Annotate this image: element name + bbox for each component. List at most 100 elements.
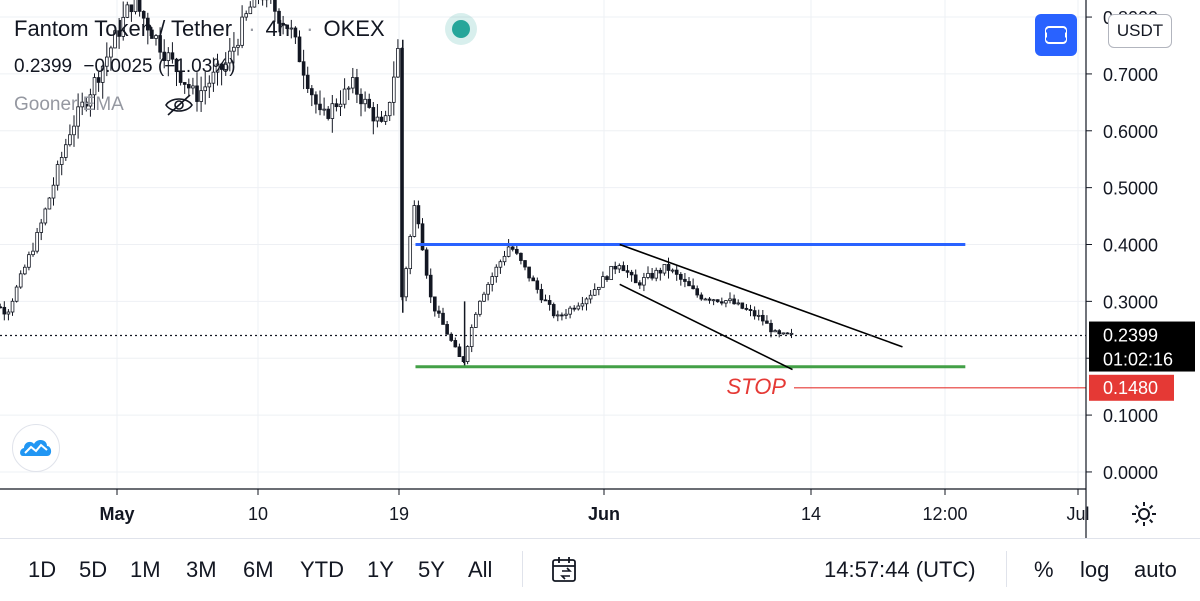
candle-body (457, 346, 462, 358)
candle-body (297, 36, 302, 63)
range-all[interactable]: All (468, 557, 493, 582)
range-5d[interactable]: 5D (79, 557, 108, 582)
candle-body (527, 266, 531, 279)
candle-body (252, 0, 257, 8)
price-legend: 0.2399 −0.0025 (−1.03%) (14, 56, 236, 78)
auto-toggle[interactable]: auto (1134, 557, 1177, 582)
candle-body (244, 13, 249, 18)
range-1y[interactable]: 1Y (367, 557, 394, 582)
candle-body (14, 286, 19, 302)
candle-body (687, 281, 691, 287)
symbol-title[interactable]: Fantom Token / Tether · 4h · OKEX (14, 16, 385, 42)
candle-body (318, 103, 322, 111)
candle-body (154, 35, 158, 39)
candle-body (691, 285, 695, 290)
candle-body (736, 302, 741, 305)
candle-body (658, 269, 663, 274)
candle-body (137, 0, 142, 12)
candle-body (150, 29, 154, 39)
candle-body (469, 327, 474, 347)
toolbar-divider (1006, 551, 1007, 587)
candle-body (613, 265, 618, 270)
candle-body (187, 84, 191, 89)
candle-body (482, 293, 486, 302)
candle-body (18, 273, 23, 288)
candle-body (724, 300, 728, 304)
candle-body (478, 300, 482, 315)
candle-body (76, 106, 80, 127)
price-tick-label: 0.5000 (1103, 179, 1158, 199)
price-chart[interactable]: STOP 0.00000.10000.20000.30000.40000.500… (0, 0, 1200, 538)
log-toggle[interactable]: log (1080, 557, 1110, 582)
stop-price-label: 0.1480 (1103, 378, 1158, 398)
range-1m[interactable]: 1M (130, 557, 161, 582)
candle-body (453, 340, 458, 348)
candle-body (777, 330, 782, 335)
candle-body (129, 4, 134, 13)
candle-body (281, 22, 285, 26)
candle-body (510, 246, 515, 250)
indicator-legend[interactable]: Gooner EMA (14, 94, 124, 116)
utc-clock[interactable]: 14:57:44 (UTC) (824, 557, 976, 582)
candle-body (756, 314, 761, 317)
candle-body (498, 261, 503, 268)
candle-body (515, 248, 519, 254)
candle-body (109, 47, 113, 58)
range-6m[interactable]: 6M (243, 557, 274, 582)
candle-body (31, 250, 35, 256)
candle-body (84, 101, 89, 107)
percent-toggle[interactable]: % (1034, 557, 1054, 582)
time-tick-label: Jul (1066, 504, 1089, 524)
candle-body (105, 56, 109, 67)
stop-price-tag (1089, 374, 1174, 401)
candle-body (240, 16, 244, 46)
range-1d[interactable]: 1D (28, 557, 57, 582)
candle-body (572, 307, 577, 310)
candle-body (523, 260, 527, 268)
candle-body (609, 265, 613, 281)
candle-body (10, 300, 15, 313)
time-tick-label: Jun (588, 504, 620, 524)
interval-label[interactable]: 4h (265, 16, 291, 41)
candle-body (379, 116, 384, 122)
range-3m[interactable]: 3M (186, 557, 217, 582)
eye-slash-icon[interactable] (164, 93, 194, 117)
candle-body (39, 222, 44, 233)
drawings: STOP (0, 243, 1086, 399)
calendar-range-icon[interactable] (550, 555, 580, 585)
candle-body (228, 50, 232, 64)
candle-body (174, 58, 179, 73)
candle-body (773, 330, 777, 333)
candle-body (465, 346, 470, 363)
wedge-lower-line (619, 283, 793, 371)
candle-body (363, 98, 367, 105)
candle-body (576, 305, 581, 310)
candle-body (191, 85, 195, 89)
candle-body (490, 276, 495, 285)
candle-body (166, 52, 171, 62)
current-price-tag (1089, 321, 1195, 372)
currency-button[interactable]: USDT (1108, 14, 1172, 48)
candle-body (146, 17, 150, 31)
candle-body (789, 332, 794, 335)
candle-body (728, 298, 732, 301)
candle-body (642, 277, 646, 286)
candle-body (236, 44, 240, 48)
candle-body (531, 277, 536, 282)
tradingview-logo[interactable] (12, 424, 60, 472)
price-tick-label: 0.3000 (1103, 292, 1158, 312)
candle-body (334, 103, 339, 108)
gear-icon[interactable] (1130, 500, 1158, 528)
candle-body (162, 51, 167, 62)
current-price-label: 0.2399 (1103, 326, 1158, 346)
price-tick-label: 0.0000 (1103, 463, 1158, 483)
candle-body (203, 86, 208, 92)
candle-body (584, 298, 589, 305)
candle-body (765, 320, 769, 324)
candle-body (346, 87, 351, 90)
stop-label: STOP (726, 374, 786, 399)
range-5y[interactable]: 5Y (418, 557, 445, 582)
range-ytd[interactable]: YTD (300, 557, 344, 582)
fullscreen-button[interactable] (1035, 14, 1077, 56)
candle-body (666, 264, 671, 271)
